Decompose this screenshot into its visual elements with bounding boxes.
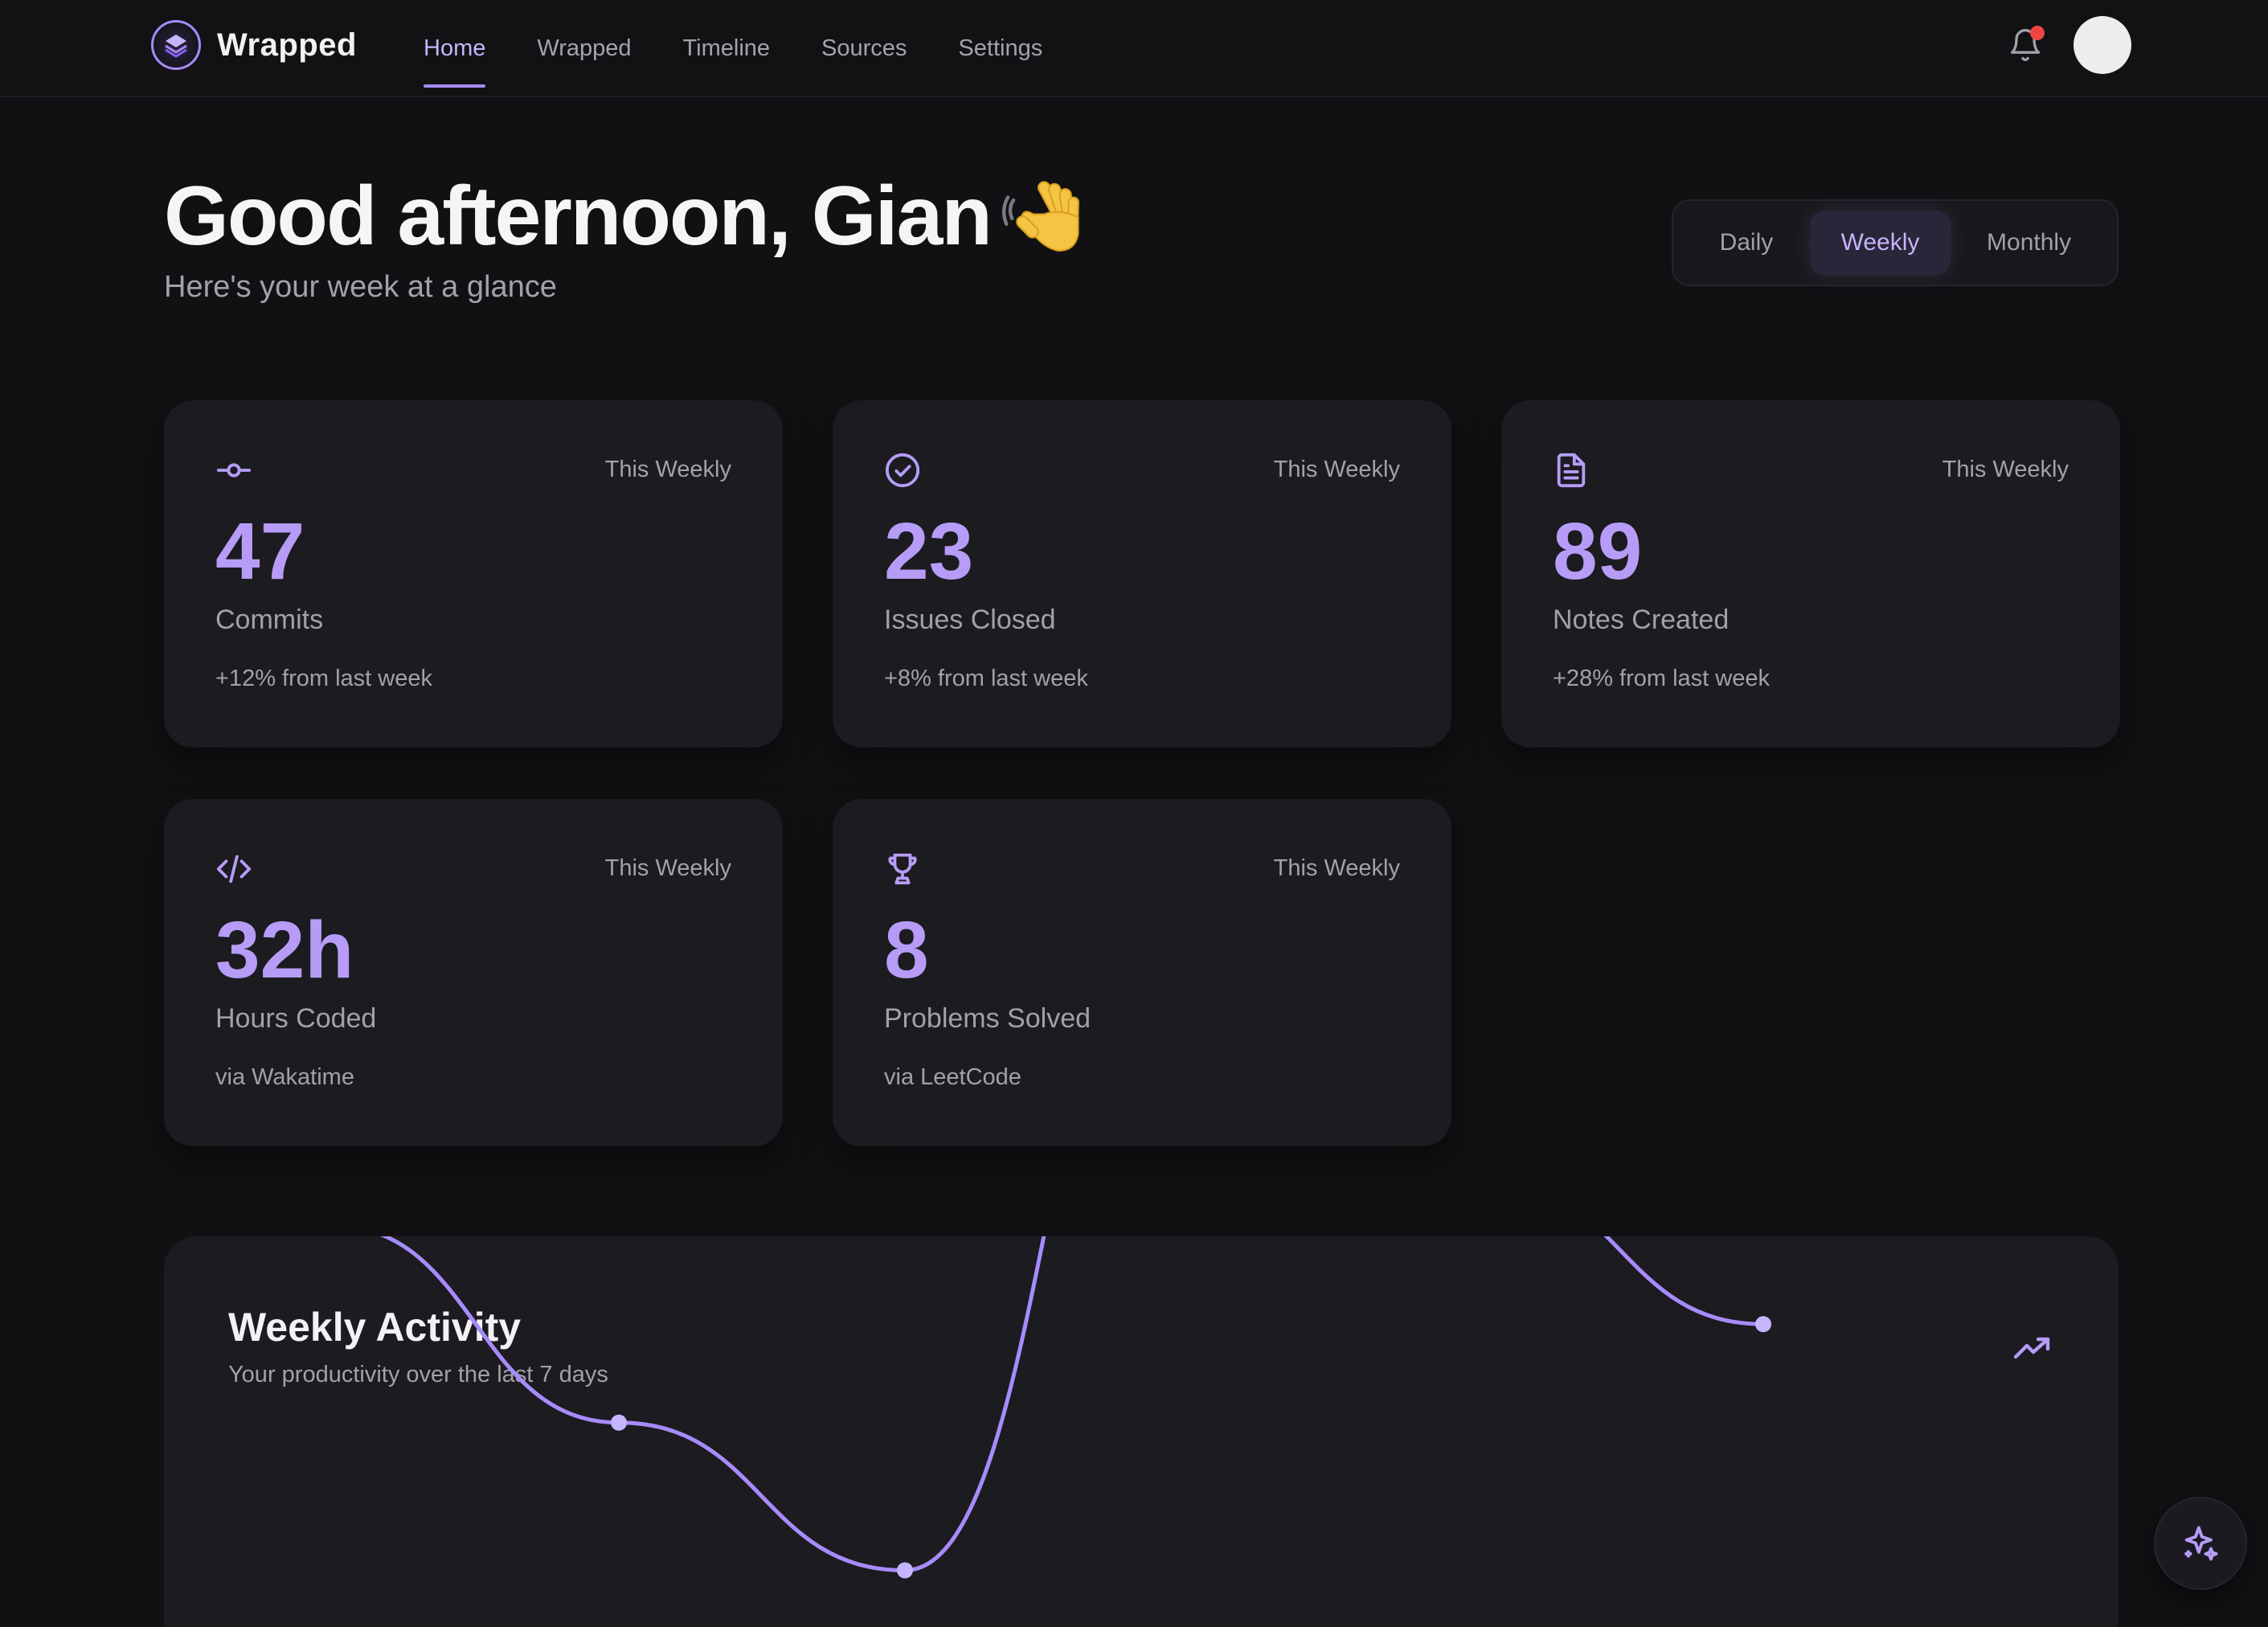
stat-label: Issues Closed (884, 604, 1056, 635)
stat-label: Notes Created (1553, 604, 1730, 635)
waving-hand-icon (1001, 180, 1079, 252)
commit-icon (216, 463, 252, 477)
stat-card-issues[interactable]: This Weekly 23 Issues Closed +8% from la… (833, 400, 1451, 748)
stat-value: 8 (884, 905, 929, 995)
stat-change: +8% from last week (884, 666, 1088, 691)
greeting-text: Good afternoon, Gian (164, 170, 993, 263)
stat-period: This Weekly (604, 457, 731, 482)
nav-home[interactable]: Home (424, 0, 486, 97)
stat-source: via LeetCode (884, 1064, 1021, 1090)
ai-assistant-button[interactable] (2154, 1497, 2247, 1590)
nav-wrapped[interactable]: Wrapped (537, 35, 632, 61)
page-subtitle: Here's your week at a glance (164, 270, 557, 304)
activity-data-point[interactable] (611, 1414, 627, 1431)
top-nav: Wrapped Home Wrapped Timeline Sources Se… (0, 0, 2268, 97)
stat-value: 23 (884, 506, 974, 596)
panel-subtitle: Your productivity over the last 7 days (228, 1362, 608, 1387)
avatar[interactable] (2074, 16, 2131, 74)
sparkles-icon (2184, 1526, 2218, 1561)
stat-period: This Weekly (1942, 457, 2069, 482)
stat-value: 32h (215, 905, 354, 995)
stat-label: Problems Solved (884, 1003, 1091, 1034)
code-icon (216, 854, 252, 883)
stat-source: via Wakatime (215, 1064, 354, 1090)
stat-label: Commits (215, 604, 324, 635)
notification-badge (2030, 26, 2045, 40)
weekly-activity-panel: Weekly Activity Your productivity over t… (164, 1236, 2119, 1627)
bell-icon[interactable] (2008, 27, 2043, 63)
stat-card-hours[interactable]: This Weekly 32h Hours Coded via Wakatime (164, 799, 783, 1146)
stat-value: 89 (1553, 506, 1643, 596)
period-toggle: Daily Weekly Monthly (1672, 199, 2119, 286)
nav-timeline[interactable]: Timeline (682, 35, 771, 61)
stat-period: This Weekly (1273, 457, 1400, 482)
stat-period: This Weekly (1273, 855, 1400, 881)
period-weekly[interactable]: Weekly (1809, 211, 1951, 275)
stat-period: This Weekly (604, 855, 731, 881)
nav-settings[interactable]: Settings (958, 35, 1043, 61)
file-text-icon (1557, 453, 1586, 488)
period-daily[interactable]: Daily (1719, 229, 1774, 256)
stat-change: +28% from last week (1553, 666, 1770, 691)
brand[interactable]: Wrapped (151, 19, 357, 71)
activity-series-line (379, 1236, 1766, 1573)
activity-data-point[interactable] (897, 1562, 913, 1579)
logo-icon (151, 20, 201, 70)
stat-change: +12% from last week (215, 666, 432, 691)
stat-card-commits[interactable]: This Weekly 47 Commits +12% from last we… (164, 400, 783, 748)
period-monthly[interactable]: Monthly (1987, 229, 2072, 256)
page-title: Good afternoon, Gian (164, 169, 1092, 264)
stat-label: Hours Coded (215, 1003, 377, 1034)
check-circle-icon (885, 453, 920, 488)
nav-sources[interactable]: Sources (821, 35, 907, 61)
nav-links: Home Wrapped Timeline Sources Settings (424, 0, 1094, 97)
trending-up-icon[interactable] (2012, 1330, 2051, 1368)
app-name: Wrapped (217, 27, 357, 63)
panel-title: Weekly Activity (228, 1305, 522, 1350)
activity-data-point[interactable] (1755, 1316, 1771, 1333)
trophy-icon (888, 853, 917, 885)
activity-line-chart: 129 (379, 1236, 1771, 1579)
stat-value: 47 (215, 506, 305, 596)
stat-card-problems[interactable]: This Weekly 8 Problems Solved via LeetCo… (833, 799, 1451, 1146)
stat-card-notes[interactable]: This Weekly 89 Notes Created +28% from l… (1501, 400, 2120, 748)
